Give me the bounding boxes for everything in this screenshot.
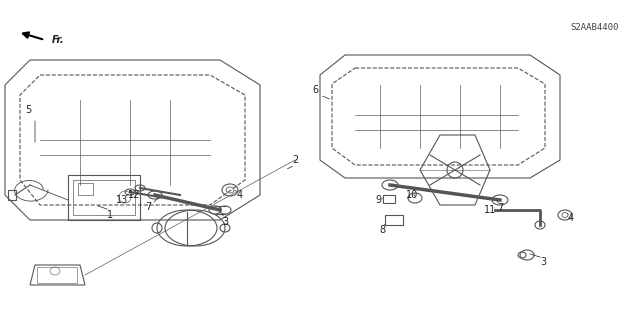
Text: Fr.: Fr. bbox=[52, 35, 65, 45]
Text: 9: 9 bbox=[375, 195, 381, 205]
Text: 3: 3 bbox=[540, 257, 546, 267]
Text: 2: 2 bbox=[292, 155, 298, 165]
Text: 13: 13 bbox=[116, 195, 128, 205]
Text: 7: 7 bbox=[145, 202, 151, 212]
Bar bbox=[383, 195, 395, 203]
Text: 5: 5 bbox=[25, 105, 31, 115]
Text: 7: 7 bbox=[497, 203, 503, 213]
Bar bbox=[37, 267, 77, 283]
Bar bbox=[8, 190, 16, 200]
Text: 8: 8 bbox=[379, 225, 385, 235]
Text: 11: 11 bbox=[484, 205, 496, 215]
Bar bbox=[73, 180, 135, 215]
Text: 4: 4 bbox=[237, 190, 243, 200]
Text: S2AAB4400: S2AAB4400 bbox=[570, 24, 618, 33]
Text: 3: 3 bbox=[222, 217, 228, 227]
Text: 4: 4 bbox=[568, 213, 574, 223]
Bar bbox=[78, 183, 93, 195]
Text: 1: 1 bbox=[107, 210, 113, 220]
Bar bbox=[68, 175, 140, 220]
Text: 6: 6 bbox=[312, 85, 318, 95]
Text: 12: 12 bbox=[128, 190, 140, 200]
Bar bbox=[385, 215, 403, 225]
Text: 10: 10 bbox=[406, 190, 418, 200]
